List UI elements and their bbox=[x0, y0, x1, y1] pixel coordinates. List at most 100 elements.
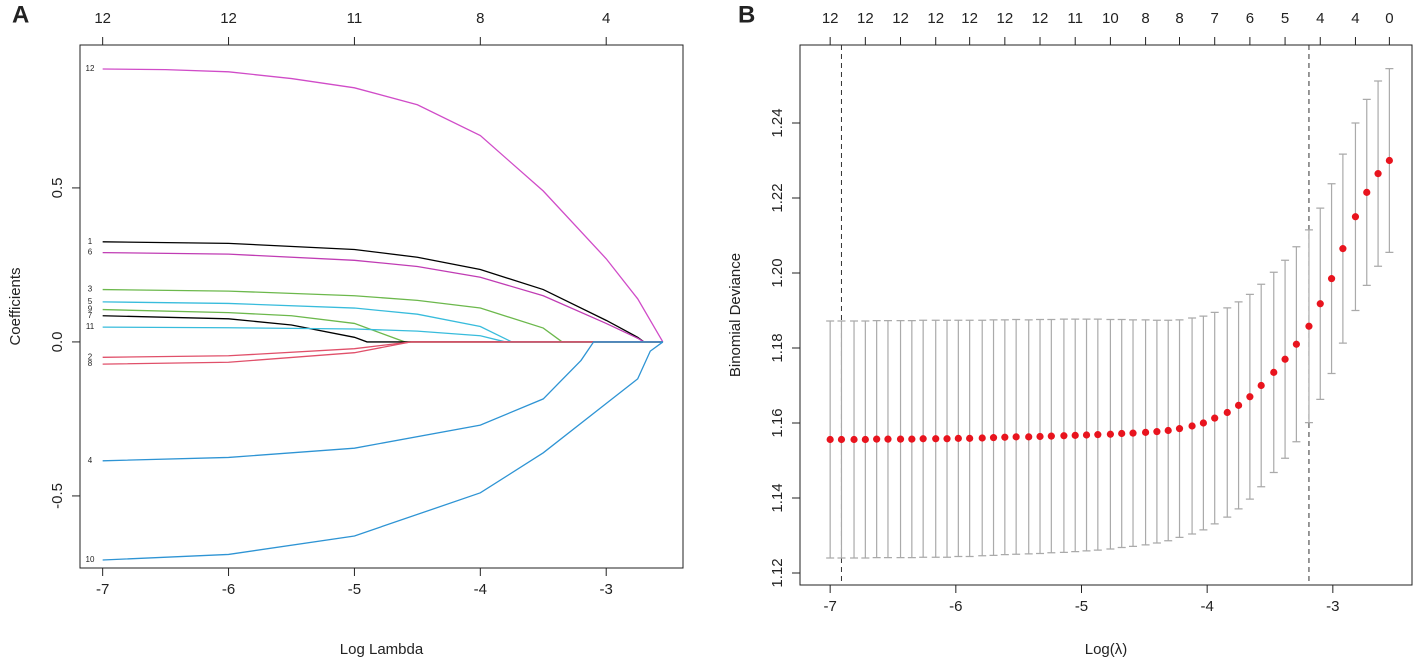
coef-line bbox=[102, 288, 663, 343]
point bbox=[1385, 156, 1393, 165]
top-tick-label: 12 bbox=[927, 10, 944, 27]
point bbox=[1292, 340, 1300, 348]
point bbox=[1141, 428, 1150, 436]
coef-line bbox=[102, 326, 663, 343]
point bbox=[954, 434, 962, 442]
point bbox=[1234, 401, 1243, 409]
coef-line bbox=[102, 315, 663, 343]
point bbox=[1281, 355, 1289, 363]
point bbox=[1175, 425, 1184, 433]
x-tick-label: -3 bbox=[600, 581, 613, 598]
panel-label: A bbox=[12, 1, 29, 28]
series-label: 10 bbox=[86, 555, 95, 564]
top-tick-label: 12 bbox=[220, 10, 237, 27]
coef-line bbox=[102, 341, 663, 358]
point bbox=[1047, 432, 1055, 440]
series-label: 3 bbox=[88, 285, 93, 294]
point bbox=[896, 435, 905, 443]
point bbox=[1153, 428, 1161, 436]
point bbox=[850, 435, 858, 444]
coef-line bbox=[102, 341, 663, 365]
point bbox=[1060, 432, 1068, 440]
point bbox=[932, 435, 940, 443]
y-tick-label: -0.5 bbox=[49, 483, 66, 509]
point bbox=[966, 434, 974, 442]
x-axis-label: Log Lambda bbox=[340, 641, 424, 658]
top-tick-label: 4 bbox=[1351, 10, 1359, 27]
y-tick-label: 1.12 bbox=[769, 558, 786, 587]
point bbox=[978, 434, 986, 442]
top-tick-label: 8 bbox=[1141, 10, 1149, 27]
plot-box bbox=[799, 44, 1413, 586]
point bbox=[1246, 393, 1254, 401]
series-label: 8 bbox=[88, 359, 93, 368]
y-tick-label: 1.20 bbox=[769, 258, 786, 287]
y-tick-label: 1.18 bbox=[769, 333, 786, 362]
point bbox=[1094, 431, 1102, 439]
point bbox=[1118, 429, 1126, 438]
top-tick-label: 12 bbox=[996, 10, 1013, 27]
point bbox=[1012, 433, 1020, 441]
point bbox=[873, 435, 881, 443]
series-label: 2 bbox=[88, 352, 93, 361]
x-tick-label: -7 bbox=[96, 581, 109, 598]
coef-line bbox=[102, 301, 663, 343]
point bbox=[1188, 422, 1196, 430]
point bbox=[1164, 426, 1172, 435]
plot-box bbox=[79, 44, 684, 569]
point bbox=[989, 434, 998, 442]
point bbox=[1223, 408, 1231, 417]
x-tick-label: -5 bbox=[348, 581, 361, 598]
y-tick-label: 1.14 bbox=[769, 483, 786, 512]
x-tick-label: -7 bbox=[823, 598, 836, 615]
coef-line bbox=[102, 68, 664, 343]
y-tick-label: 1.16 bbox=[769, 408, 786, 437]
point bbox=[1036, 432, 1044, 441]
top-tick-label: 5 bbox=[1281, 10, 1289, 27]
x-axis-label: Log(λ) bbox=[1085, 641, 1128, 658]
series-label: 9 bbox=[88, 305, 93, 314]
coef-line bbox=[102, 341, 664, 561]
series-label: 4 bbox=[88, 456, 93, 465]
coef-line bbox=[102, 308, 663, 343]
point bbox=[1257, 381, 1265, 390]
point bbox=[1305, 322, 1313, 330]
top-tick-label: 0 bbox=[1385, 10, 1393, 27]
point bbox=[826, 435, 834, 444]
top-tick-label: 12 bbox=[892, 10, 909, 27]
point bbox=[1025, 433, 1033, 441]
top-tick-label: 12 bbox=[961, 10, 978, 27]
point bbox=[837, 435, 846, 444]
point bbox=[1129, 429, 1137, 437]
x-tick-label: -3 bbox=[1326, 598, 1339, 615]
top-tick-label: 4 bbox=[1316, 10, 1324, 27]
x-tick-label: -4 bbox=[1200, 598, 1213, 615]
top-tick-label: 12 bbox=[94, 10, 111, 27]
top-tick-label: 10 bbox=[1102, 10, 1119, 27]
point bbox=[861, 435, 869, 444]
panel-label: B bbox=[738, 1, 755, 28]
coef-line bbox=[102, 341, 663, 462]
point bbox=[1363, 188, 1371, 196]
series-label: 7 bbox=[88, 311, 93, 320]
top-tick-label: 8 bbox=[1175, 10, 1183, 27]
point bbox=[1106, 430, 1114, 438]
top-tick-label: 12 bbox=[1032, 10, 1049, 27]
point bbox=[943, 435, 951, 443]
top-tick-label: 11 bbox=[347, 10, 363, 27]
x-tick-label: -6 bbox=[222, 581, 235, 598]
point bbox=[1327, 275, 1336, 283]
series-label: 6 bbox=[88, 248, 93, 257]
y-tick-label: 1.24 bbox=[769, 108, 786, 137]
x-tick-label: -5 bbox=[1075, 598, 1088, 615]
y-tick-label: 0.0 bbox=[49, 331, 66, 352]
point bbox=[1071, 431, 1079, 439]
point bbox=[1199, 419, 1207, 427]
series-label: 12 bbox=[86, 64, 95, 73]
point bbox=[1211, 414, 1219, 422]
point bbox=[919, 435, 927, 443]
point bbox=[1001, 433, 1009, 441]
point bbox=[1351, 213, 1360, 221]
coef-line bbox=[102, 251, 663, 343]
y-tick-label: 1.22 bbox=[769, 183, 786, 212]
